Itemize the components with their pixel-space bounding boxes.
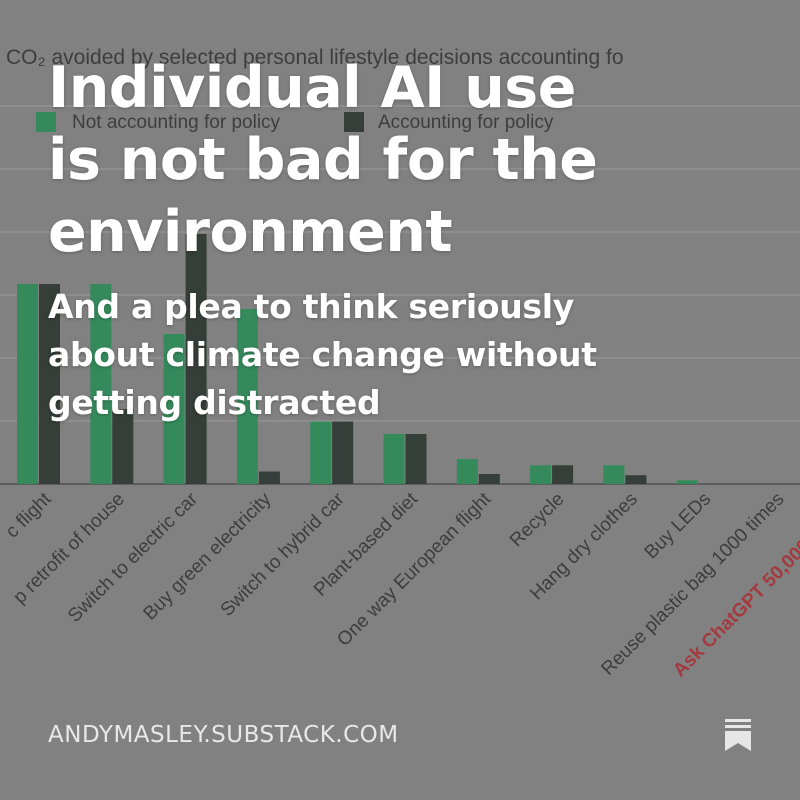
chart-bar (112, 409, 134, 484)
post-subtitle-line: And a plea to think seriously (48, 287, 574, 326)
post-title-line: environment (48, 199, 453, 265)
chart-bar (185, 234, 207, 484)
chart-bar (236, 309, 258, 484)
chart-bar (530, 465, 552, 484)
chart-bar (625, 475, 647, 484)
site-domain[interactable]: ANDYMASLEY.SUBSTACK.COM (48, 722, 399, 748)
legend-label-2: Accounting for policy (378, 112, 554, 133)
legend-label-1: Not accounting for policy (72, 112, 281, 133)
chart-bar (405, 434, 427, 484)
chart-bar (17, 284, 38, 484)
post-title-line: is not bad for the (48, 127, 598, 193)
post-subtitle-line: getting distracted (48, 383, 381, 422)
chart-bar (603, 465, 625, 484)
post-subtitle-line: about climate change without (48, 335, 597, 374)
chart-bar (39, 284, 60, 484)
post-title: Individual AI use is not bad for the env… (48, 52, 608, 268)
chart-bar (456, 459, 478, 484)
chart-bar (552, 465, 574, 484)
chart-bar (163, 334, 185, 484)
chart-bar (90, 284, 112, 484)
chart-bar (478, 474, 500, 484)
chart-bar (332, 421, 354, 484)
chart-bar (258, 471, 280, 484)
chart-bar (383, 434, 405, 484)
post-subtitle: And a plea to think seriously about clim… (48, 283, 648, 427)
chart-bar (310, 421, 332, 484)
legend-swatch-1 (36, 112, 56, 132)
bookmark-icon[interactable] (722, 718, 754, 752)
chart-title: CO₂ avoided by selected personal lifesty… (6, 46, 624, 69)
legend-swatch-2 (344, 112, 364, 132)
chart-bar (676, 480, 698, 484)
post-title-line: Individual AI use (48, 55, 576, 121)
